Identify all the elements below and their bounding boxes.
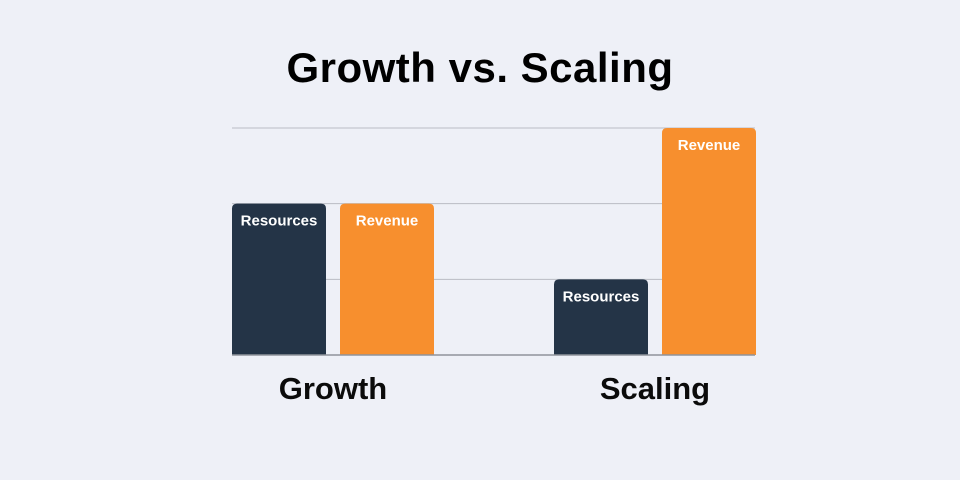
bar-resources-scaling <box>554 279 648 355</box>
bar-revenue-scaling <box>662 128 756 355</box>
bar-revenue-growth <box>340 203 434 355</box>
bar-label-resources-scaling: Resources <box>563 288 640 305</box>
category-label-scaling: Scaling <box>600 371 710 406</box>
bar-resources-growth <box>232 203 326 355</box>
category-labels: Growth Scaling <box>279 371 710 406</box>
chart-title: Growth vs. Scaling <box>286 44 674 91</box>
bars: Resources Revenue Resources Revenue <box>232 128 756 355</box>
bar-label-resources-growth: Resources <box>241 213 318 230</box>
bar-label-revenue-growth: Revenue <box>356 213 419 230</box>
category-label-growth: Growth <box>279 371 388 406</box>
bar-label-revenue-scaling: Revenue <box>678 137 741 154</box>
